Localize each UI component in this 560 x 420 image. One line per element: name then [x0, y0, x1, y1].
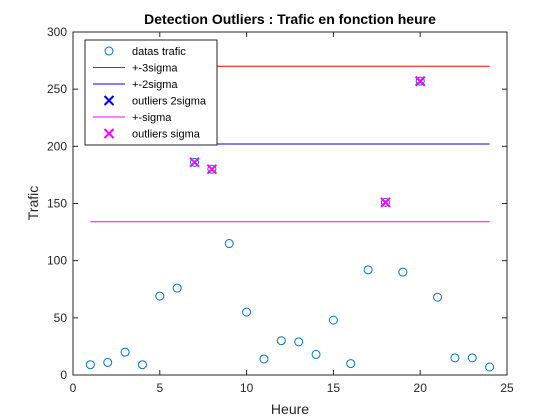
data-point: [311, 349, 321, 359]
outlier-point: [206, 163, 218, 175]
data-point: [137, 360, 147, 370]
data-point: [207, 164, 217, 174]
data-point: [450, 353, 460, 363]
data-point: [380, 197, 390, 207]
x-tick-label: 0: [70, 381, 77, 395]
plot-frame: [72, 31, 508, 376]
legend-item: outliers sigma: [103, 128, 201, 141]
legend-label: +-3sigma: [132, 63, 178, 75]
data-point: [346, 359, 356, 369]
legend-item: outliers 2sigma: [103, 95, 207, 108]
y-tick-label: 200: [47, 139, 67, 153]
data-point: [276, 336, 286, 346]
series-outliers-sigma: [189, 75, 426, 208]
y-tick-label: 300: [47, 25, 67, 39]
data-point: [120, 347, 130, 357]
legend-label: outliers sigma: [132, 129, 201, 141]
data-point: [363, 265, 373, 275]
outlier-point: [380, 197, 391, 208]
y-axis-label: Trafic: [25, 186, 41, 220]
legend-item: +-2sigma: [93, 79, 178, 91]
legend-label: +-2sigma: [132, 79, 178, 91]
outlier-point: [414, 75, 426, 87]
legend-box: [84, 39, 218, 146]
x-tick-label: 5: [156, 381, 163, 395]
data-point: [328, 315, 338, 325]
y-tick-label: 50: [54, 311, 68, 325]
data-point: [433, 292, 443, 302]
data-point: [190, 157, 200, 167]
legend-item: datas trafic: [104, 46, 186, 58]
data-point: [103, 357, 113, 367]
legend-x-swatch: [103, 128, 115, 139]
legend-item: +-sigma: [93, 112, 172, 124]
y-tick-label: 0: [60, 368, 67, 382]
data-point: [398, 267, 408, 277]
data-point: [242, 307, 252, 317]
x-marker-stroke: [103, 95, 115, 106]
x-marker-stroke: [103, 128, 115, 139]
data-point: [155, 291, 165, 301]
x-marker-stroke: [206, 163, 218, 175]
data-point: [259, 354, 269, 364]
legend-label: outliers 2sigma: [132, 96, 207, 108]
legend-item: +-3sigma: [93, 63, 178, 75]
data-point: [467, 353, 477, 363]
x-axis-label: Heure: [271, 401, 309, 417]
legend-circle-swatch: [104, 46, 114, 56]
y-tick-label: 100: [47, 254, 67, 268]
data-point: [85, 360, 95, 370]
x-tick-label: 15: [327, 381, 341, 395]
x-marker-stroke: [414, 75, 426, 87]
legend-label: datas trafic: [132, 46, 186, 58]
data-point: [172, 283, 182, 293]
x-marker-stroke: [380, 197, 391, 208]
data-point: [224, 239, 234, 249]
chart-title: Detection Outliers : Trafic en fonction …: [144, 11, 436, 27]
legend-x-swatch: [103, 95, 115, 106]
data-point: [415, 76, 425, 86]
legend: datas trafic +-3sigma +-2sigma outliers 2si…: [84, 39, 218, 146]
x-tick-label: 20: [414, 381, 428, 395]
y-tick-label: 150: [47, 197, 67, 211]
series-datas-trafic: [85, 76, 495, 372]
x-marker-stroke: [189, 157, 200, 168]
legend-label: +-sigma: [132, 112, 172, 124]
data-point: [294, 337, 304, 347]
outlier-point: [189, 157, 200, 168]
data-point: [485, 362, 495, 372]
x-tick-label: 10: [240, 381, 254, 395]
x-tick-label: 25: [500, 381, 514, 395]
y-tick-label: 250: [47, 82, 67, 96]
